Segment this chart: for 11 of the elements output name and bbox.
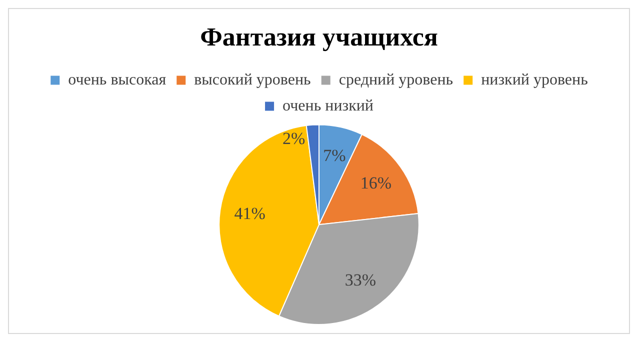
chart-title: Фантазия учащихся [200, 22, 438, 52]
data-label: 7% [323, 146, 346, 165]
legend-label: низкий уровень [481, 71, 588, 88]
data-label: 41% [234, 204, 266, 224]
legend-label: высокий уровень [194, 71, 311, 88]
legend-label: очень низкий [282, 97, 374, 114]
data-label: 33% [344, 270, 376, 290]
data-label: 2% [282, 128, 306, 148]
legend-label: очень высокая [68, 71, 167, 88]
data-label: 16% [360, 174, 392, 193]
legend-label: средний уровень [338, 71, 454, 88]
